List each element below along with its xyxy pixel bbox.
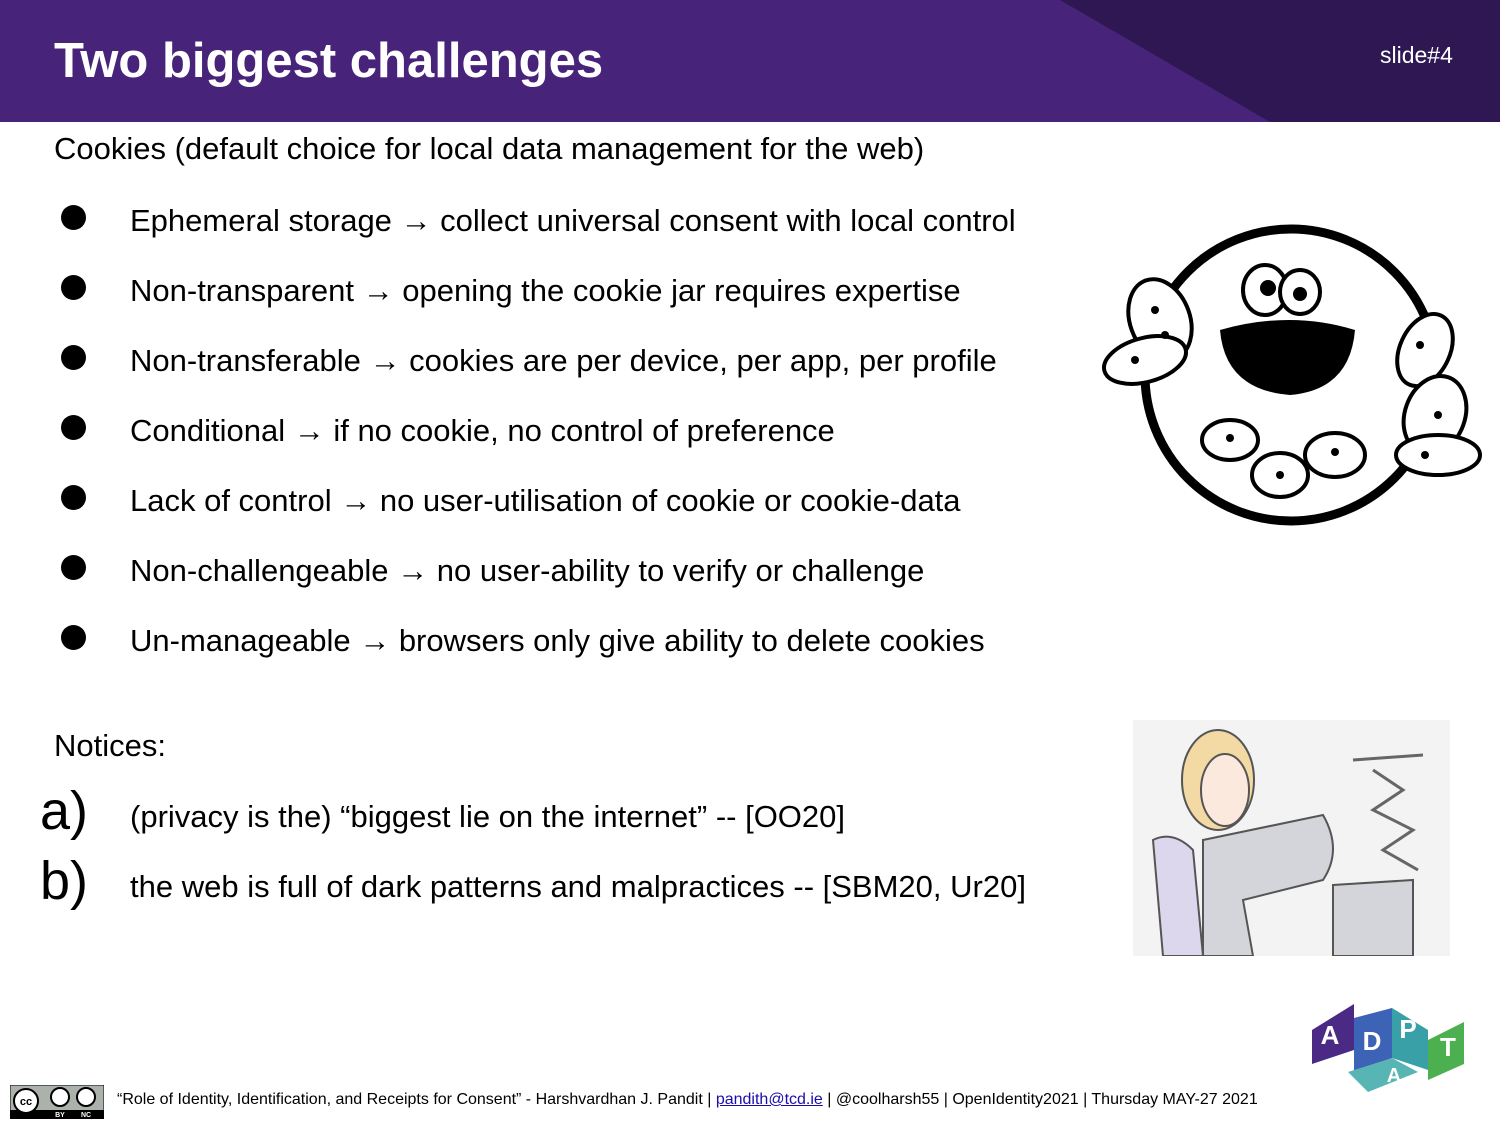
cookie-monster-image (1102, 224, 1482, 526)
header-band (0, 0, 1500, 122)
bullet: Lack of control → no user-utilisation of… (130, 483, 961, 518)
footer-text: “Role of Identity, Identification, and R… (117, 1091, 716, 1108)
bullet: Ephemeral storage → collect universal co… (130, 203, 1016, 238)
license-badge: cc BY NC (10, 1085, 104, 1119)
bullet: Conditional → if no cookie, no control o… (130, 413, 835, 448)
bullet-dot (61, 625, 86, 650)
bullet: Non-transparent → opening the cookie jar… (130, 273, 961, 308)
notice-illustration (1133, 720, 1450, 956)
notice-text: (privacy is the) “biggest lie on the int… (130, 799, 846, 834)
logo-letter: A (1387, 1065, 1401, 1087)
license-by: BY (55, 1112, 65, 1119)
bullet-dot (61, 415, 86, 440)
adapt-logo: A D P A T (1312, 1004, 1464, 1092)
license-cc: cc (20, 1096, 32, 1108)
logo-letter: A (1321, 1020, 1340, 1050)
bullet-dot (61, 555, 86, 580)
notice-text: the web is full of dark patterns and mal… (130, 869, 1026, 904)
notice-marker: a) (40, 781, 89, 841)
bullet: Un-manageable → browsers only give abili… (130, 623, 985, 658)
bullet-dot (61, 275, 86, 300)
footer: “Role of Identity, Identification, and R… (117, 1091, 1258, 1109)
bullet-dot (61, 205, 86, 230)
footer-email-link[interactable]: pandith@tcd.ie (715, 1091, 823, 1108)
bullet-dot (61, 345, 86, 370)
logo-letter: T (1440, 1032, 1456, 1062)
logo-letter: D (1363, 1026, 1382, 1056)
title: Two biggest challenges (54, 34, 604, 88)
license-nc: NC (81, 1112, 91, 1119)
bullet: Non-challengeable → no user-ability to v… (130, 553, 925, 588)
bullet: Non-transferable → cookies are per devic… (130, 343, 997, 378)
footer-text: | @coolharsh55 | OpenIdentity2021 | Thur… (822, 1091, 1258, 1108)
notices-heading: Notices: (54, 728, 166, 763)
bullet-dot (61, 485, 86, 510)
slide-number: slide#4 (1380, 42, 1453, 68)
intro: Cookies (default choice for local data m… (54, 131, 925, 166)
notice-marker: b) (40, 851, 89, 911)
logo-letter: P (1399, 1014, 1416, 1044)
